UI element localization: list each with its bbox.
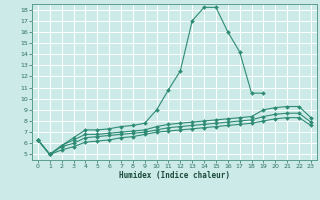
X-axis label: Humidex (Indice chaleur): Humidex (Indice chaleur) [119,171,230,180]
